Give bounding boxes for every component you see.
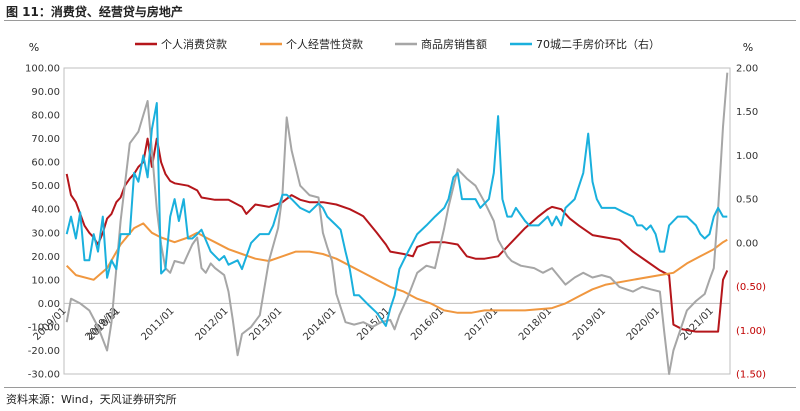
left-tick-label: -20.00 — [28, 346, 60, 357]
left-tick-label: 80.00 — [31, 111, 60, 122]
left-tick-label: 20.00 — [31, 252, 60, 263]
left-tick-label: 40.00 — [31, 205, 60, 216]
x-tick-label: 2019/01 — [571, 306, 608, 343]
x-tick-label: 2012/01 — [193, 306, 230, 343]
series-line-3 — [65, 102, 728, 327]
left-axis-unit: % — [29, 41, 39, 54]
x-tick-label: 2014/01 — [301, 306, 338, 343]
figure-title: 图 11：消费贷、经营贷与房地产 — [6, 5, 183, 19]
source-divider — [4, 387, 796, 388]
right-tick-label: 1.50 — [736, 107, 758, 118]
left-tick-label: 30.00 — [31, 228, 60, 239]
left-tick-label: -10.00 — [28, 322, 60, 333]
right-tick-label: 0.00 — [736, 238, 758, 249]
plot-frame — [63, 67, 731, 375]
legend-label: 70城二手房价环比（右） — [536, 37, 660, 51]
x-tick-label: 2021/01 — [679, 306, 716, 343]
series-line-2 — [65, 72, 729, 375]
right-tick-label: (1.50) — [736, 370, 766, 381]
left-tick-label: 10.00 — [31, 275, 60, 286]
left-tick-label: 100.00 — [25, 64, 60, 75]
right-tick-label: (0.50) — [736, 282, 766, 293]
legend-label: 个人消费贷款 — [161, 37, 227, 51]
x-tick-label: 2010/01 — [86, 306, 123, 343]
legend-label: 个人经营性贷款 — [286, 37, 363, 51]
right-tick-label: 2.00 — [736, 64, 758, 75]
figure-source: 资料来源：Wind，天风证券研究所 — [6, 393, 177, 406]
title-divider — [4, 20, 796, 21]
right-axis-unit: % — [743, 41, 753, 54]
right-tick-label: 0.50 — [736, 195, 758, 206]
left-tick-label: 70.00 — [31, 134, 60, 145]
right-tick-label: 1.00 — [736, 151, 758, 162]
series-line-0 — [65, 137, 729, 333]
x-tick-label: 2016/01 — [409, 306, 446, 343]
x-tick-label: 2011/01 — [140, 306, 177, 343]
line-chart: % % -30.00 -20.00 -10.00 0.00 10.00 20.00 30.00 4… — [25, 37, 766, 381]
left-tick-label: 50.00 — [31, 181, 60, 192]
x-tick-label: 2020/01 — [625, 306, 662, 343]
left-tick-label: 90.00 — [31, 87, 60, 98]
left-tick-label: -30.00 — [28, 370, 60, 381]
legend-label: 商品房销售额 — [421, 37, 487, 51]
right-tick-label: (1.00) — [736, 326, 766, 337]
left-tick-label: 60.00 — [31, 158, 60, 169]
left-tick-label: 0.00 — [38, 299, 60, 310]
